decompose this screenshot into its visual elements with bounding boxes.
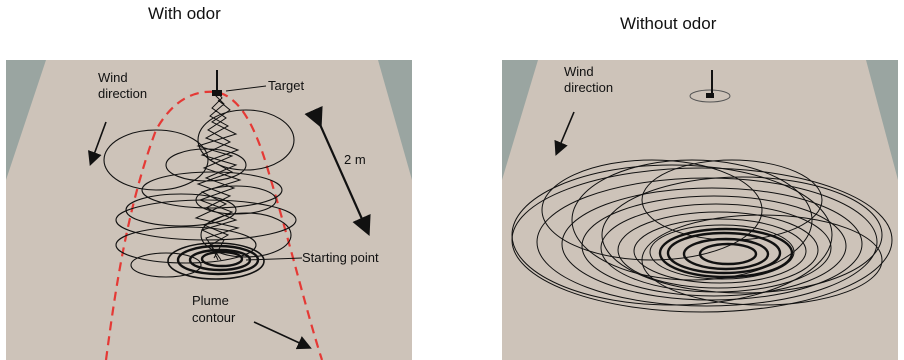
distance-label: 2 m bbox=[344, 152, 366, 167]
wind-label-line1: Wind bbox=[564, 64, 594, 79]
wind-label-line1: Wind bbox=[98, 70, 128, 85]
starting-point-label: Starting point bbox=[302, 250, 379, 265]
wind-label-line2: direction bbox=[564, 80, 613, 95]
left-panel-title: With odor bbox=[148, 4, 221, 24]
plume-label-line1: Plume bbox=[192, 293, 229, 308]
arena-floor bbox=[502, 60, 898, 360]
wind-label-line2: direction bbox=[98, 86, 147, 101]
without-odor-photo: Wind direction bbox=[502, 60, 898, 360]
right-panel-title: Without odor bbox=[620, 14, 716, 34]
with-odor-photo: Wind direction Target 2 m Starting point… bbox=[6, 60, 412, 360]
target-label: Target bbox=[268, 78, 305, 93]
plume-label-line2: contour bbox=[192, 310, 236, 325]
